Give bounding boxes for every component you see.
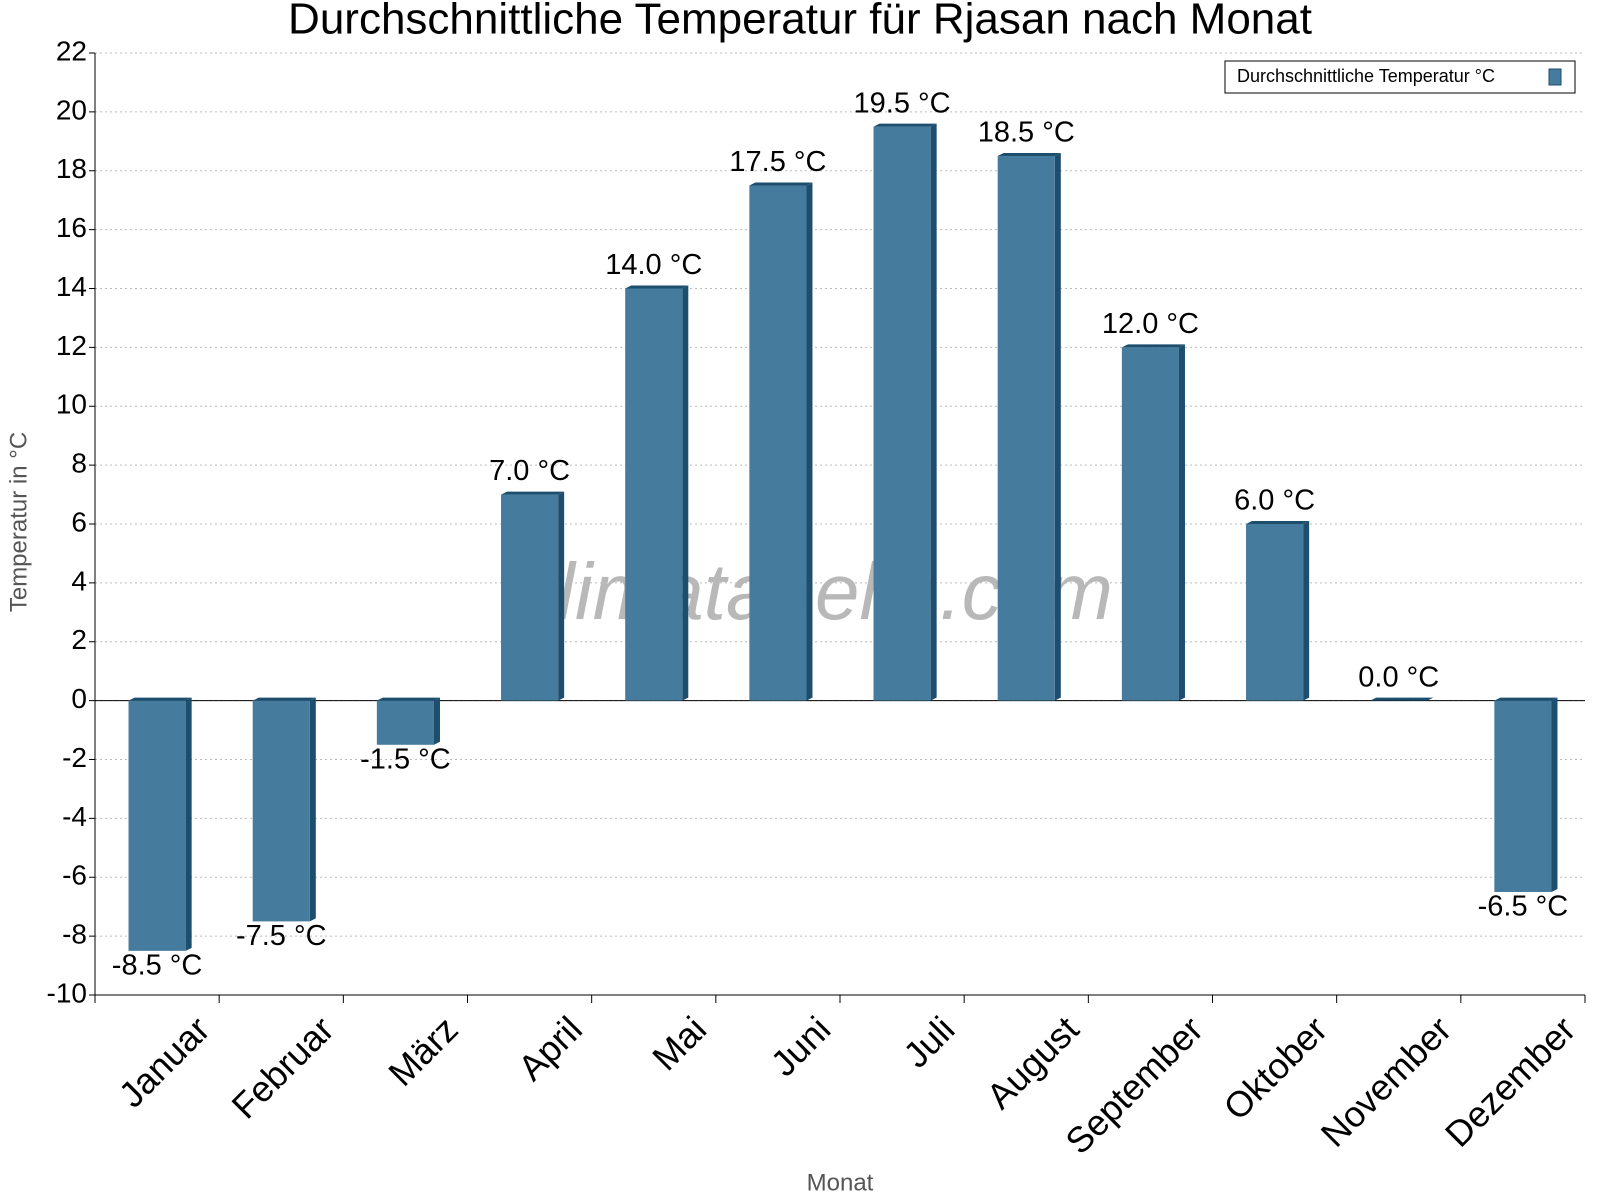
y-tick-label: -6 [62,860,87,891]
bar-side [682,285,689,701]
bar-top [1370,697,1434,701]
value-label: -6.5 °C [1478,891,1569,923]
legend-box [1224,60,1576,94]
y-tick-label: 6 [71,506,87,537]
bar [501,494,559,701]
bar [997,156,1055,701]
bar-side [1551,697,1558,892]
bar-top [1121,344,1185,348]
chart-title: Durchschnittliche Temperatur für Rjasan … [288,0,1312,44]
bar-side [806,182,813,701]
bar-side [309,697,316,922]
y-tick-label: 22 [56,35,87,66]
bar [128,700,186,951]
value-label: -1.5 °C [360,743,451,775]
bar [1121,347,1179,701]
y-tick-label: -4 [62,801,87,832]
bar-top [997,153,1061,157]
value-label: 12.0 °C [1102,308,1199,340]
value-label: 19.5 °C [854,87,951,119]
y-tick-label: 2 [71,624,87,655]
value-label: 7.0 °C [489,455,570,487]
value-label: 18.5 °C [978,117,1075,149]
x-tick-label: Dezember [1437,1008,1583,1154]
y-tick-label: 16 [56,212,87,243]
x-tick-label: Juni [763,1008,839,1084]
bar [749,185,807,701]
value-label: 6.0 °C [1234,485,1315,517]
value-label: 17.5 °C [729,146,826,178]
x-tick-label: Oktober [1215,1008,1335,1128]
y-tick-label: 18 [56,153,87,184]
bar-side [1178,344,1185,701]
legend-swatch [1548,68,1562,86]
x-axis-title: Monat [807,1169,874,1196]
y-axis-title: Temperatur in °C [5,432,32,612]
bar-top [749,182,813,186]
y-tick-label: 12 [56,330,87,361]
y-tick-label: -2 [62,742,87,773]
bar-top [1494,697,1558,701]
bar [252,700,310,922]
bar-top [128,697,192,701]
bar-side [1054,153,1061,701]
value-label: -8.5 °C [112,950,203,982]
value-label: 0.0 °C [1358,661,1439,693]
x-tick-label: August [978,1008,1086,1116]
y-tick-label: 8 [71,448,87,479]
value-label: -7.5 °C [236,920,327,952]
x-tick-label: Februar [224,1008,342,1126]
x-tick-label: Januar [111,1008,218,1115]
bar-side [433,697,440,745]
y-tick-label: 14 [56,271,87,302]
bar-top [376,697,440,701]
y-tick-label: 10 [56,389,87,420]
bar-side [558,491,565,701]
y-tick-label: 4 [71,565,87,596]
bar-side [1303,521,1310,701]
x-tick-label: März [380,1008,466,1094]
y-tick-label: -10 [47,977,87,1008]
bar-top [625,285,689,289]
legend-label: Durchschnittliche Temperatur °C [1237,66,1495,86]
bar-side [930,123,937,701]
x-tick-label: November [1313,1008,1459,1154]
x-tick-label: Juli [895,1008,962,1075]
bar-top [873,123,937,127]
value-label: 14.0 °C [605,249,702,281]
bar-side [185,697,192,951]
bar-top [501,491,565,495]
y-tick-label: 0 [71,683,87,714]
bar [1494,700,1552,892]
bar [1246,524,1304,701]
bar-top [252,697,316,701]
bar [376,700,434,745]
x-tick-label: April [510,1008,590,1088]
bar [625,288,683,701]
x-tick-label: Mai [644,1008,714,1078]
bar-top [1246,521,1310,524]
y-tick-label: 20 [56,94,87,125]
y-tick-label: -8 [62,919,87,950]
bar [873,126,931,701]
